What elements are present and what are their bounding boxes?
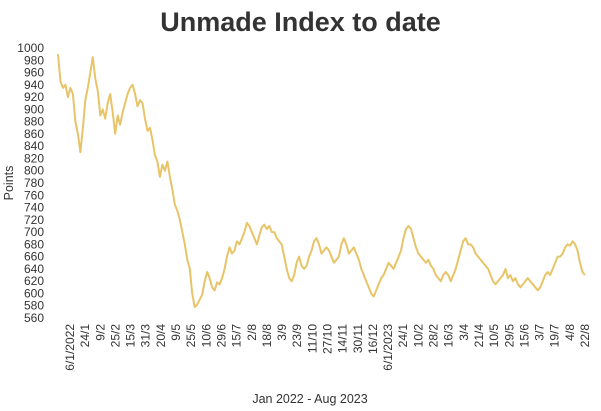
y-tick-label: 980 — [24, 53, 44, 67]
y-axis: 1000980960940920900880860840820800780760… — [17, 41, 44, 325]
x-tick-label: 31/3 — [139, 324, 153, 348]
x-tick-label: 15/3 — [124, 324, 138, 348]
y-tick-label: 760 — [24, 188, 44, 202]
y-tick-label: 600 — [24, 286, 44, 300]
y-tick-label: 1000 — [17, 41, 44, 55]
y-axis-label: Points — [2, 166, 16, 201]
x-tick-label: 9/2 — [93, 324, 107, 341]
series-layer — [57, 54, 586, 308]
x-tick-label: 20/4 — [154, 324, 168, 348]
x-tick-label: 3/7 — [533, 324, 547, 341]
x-tick-label: 11/10 — [305, 324, 319, 353]
y-tick-label: 780 — [24, 176, 44, 190]
x-tick-label: 24/1 — [78, 324, 92, 348]
y-tick-label: 860 — [24, 127, 44, 141]
x-tick-label: 29/6 — [215, 324, 229, 348]
x-tick-label: 3/4 — [457, 324, 471, 341]
x-tick-label: 16/12 — [366, 324, 380, 354]
y-tick-label: 900 — [24, 102, 44, 116]
x-tick-label: 10/5 — [487, 324, 501, 348]
x-tick-label: 4/8 — [563, 324, 577, 341]
x-tick-label: 2/8 — [245, 324, 259, 341]
y-tick-label: 840 — [24, 139, 44, 153]
x-tick-label: 10/6 — [199, 324, 213, 348]
y-tick-label: 620 — [24, 274, 44, 288]
y-tick-label: 660 — [24, 250, 44, 264]
x-tick-label: 29/5 — [502, 324, 516, 348]
y-tick-label: 640 — [24, 262, 44, 276]
chart-title: Unmade Index to date — [160, 7, 441, 37]
x-tick-label: 25/2 — [108, 324, 122, 348]
y-tick-label: 560 — [24, 311, 44, 325]
x-tick-label: 10/2 — [411, 324, 425, 348]
x-tick-label: 6/1/2022 — [63, 324, 77, 371]
y-tick-label: 940 — [24, 78, 44, 92]
x-tick-label: 9/5 — [169, 324, 183, 341]
y-tick-label: 920 — [24, 90, 44, 104]
x-axis-label: Jan 2022 - Aug 2023 — [252, 392, 367, 406]
y-tick-label: 960 — [24, 66, 44, 80]
y-tick-label: 720 — [24, 213, 44, 227]
x-tick-label: 15/7 — [230, 324, 244, 348]
x-tick-label: 27/10 — [321, 324, 335, 354]
x-tick-label: 24/1 — [396, 324, 410, 348]
y-tick-label: 680 — [24, 237, 44, 251]
x-axis: 6/1/2022 24/1 9/2 25/2 15/3 31/3 20/4 9/5 25/5 10… — [63, 324, 592, 371]
x-tick-label: 30/11 — [351, 324, 365, 353]
x-tick-label: 18/8 — [260, 324, 274, 348]
x-tick-label: 25/5 — [184, 324, 198, 348]
series-line — [57, 54, 586, 308]
y-tick-label: 740 — [24, 201, 44, 215]
x-tick-label: 23/9 — [290, 324, 304, 348]
x-tick-label: 21/4 — [472, 324, 486, 348]
x-tick-label: 16/3 — [442, 324, 456, 348]
y-tick-label: 580 — [24, 299, 44, 313]
x-tick-label: 15/6 — [517, 324, 531, 348]
x-tick-label: 3/9 — [275, 324, 289, 341]
x-tick-label: 14/11 — [336, 324, 350, 353]
y-tick-label: 820 — [24, 151, 44, 165]
x-tick-label: 19/7 — [548, 324, 562, 348]
y-tick-label: 700 — [24, 225, 44, 239]
x-tick-label: 28/2 — [427, 324, 441, 348]
y-tick-label: 880 — [24, 115, 44, 129]
x-tick-label: 6/1/2023 — [381, 324, 395, 371]
x-tick-label: 22/8 — [578, 324, 592, 348]
y-tick-label: 800 — [24, 164, 44, 178]
